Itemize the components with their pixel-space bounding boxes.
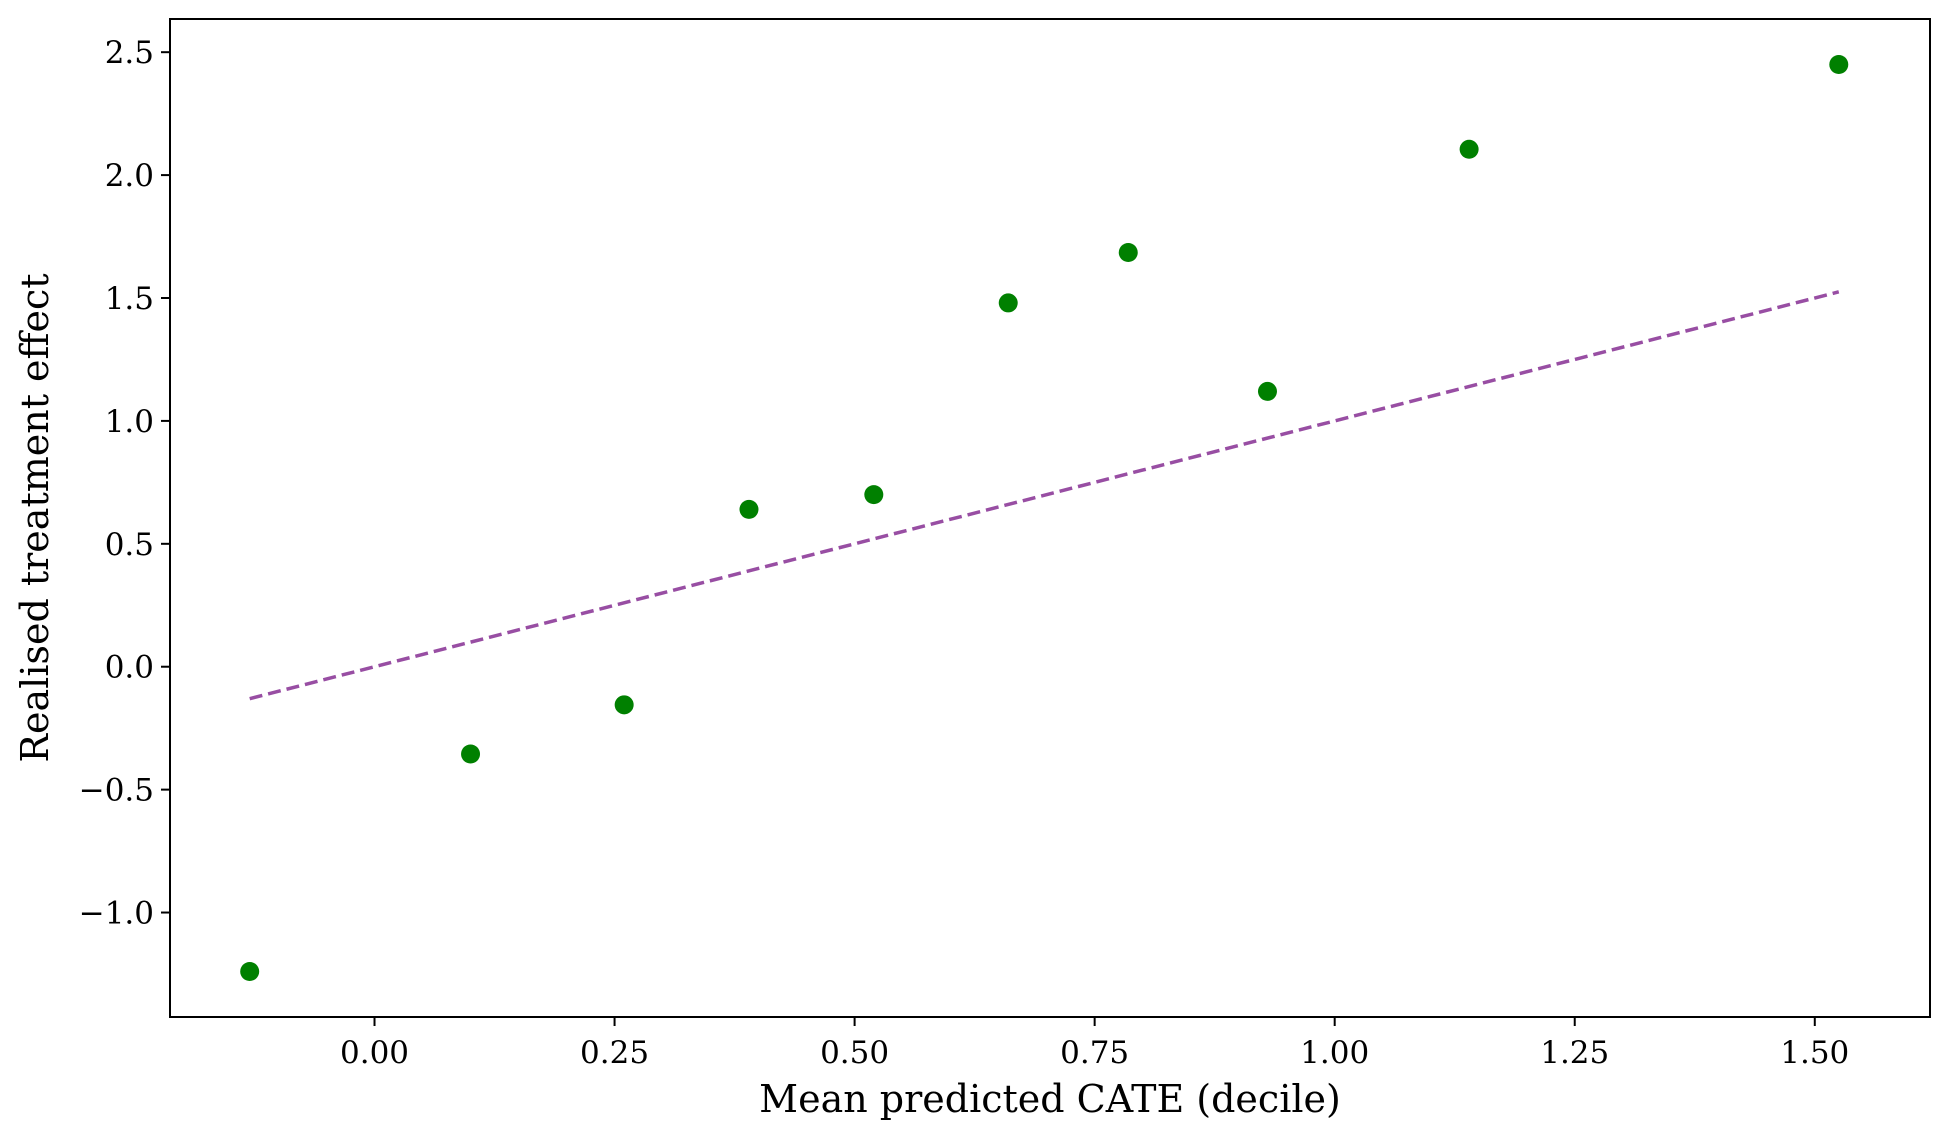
x-tick-label: 1.00 bbox=[1300, 1035, 1369, 1071]
x-tick-label: 0.00 bbox=[340, 1035, 409, 1071]
data-point bbox=[739, 499, 759, 519]
y-tick-label: 2.0 bbox=[105, 158, 154, 194]
data-point bbox=[1257, 381, 1277, 401]
y-axis-ticks: −1.0 −0.5 0.0 0.5 1.0 1.5 2.0 2.5 bbox=[79, 35, 170, 932]
plot-marks bbox=[240, 54, 1849, 982]
data-point bbox=[240, 962, 260, 982]
plot-frame bbox=[169, 18, 1931, 1018]
y-axis-label: Realised treatment effect bbox=[13, 273, 57, 762]
x-tick-label: 1.25 bbox=[1540, 1035, 1609, 1071]
y-tick-label: 0.0 bbox=[105, 650, 154, 686]
y-tick-label: −0.5 bbox=[79, 773, 154, 809]
x-tick-label: 0.25 bbox=[580, 1035, 649, 1071]
data-point bbox=[1829, 54, 1849, 74]
y-tick-label: 1.5 bbox=[105, 281, 154, 317]
x-tick-label: 0.75 bbox=[1060, 1035, 1129, 1071]
data-point bbox=[864, 485, 884, 505]
x-tick-label: 1.50 bbox=[1780, 1035, 1849, 1071]
y-tick-label: 1.0 bbox=[105, 404, 154, 440]
data-point bbox=[614, 695, 634, 715]
y-tick-label: 0.5 bbox=[105, 527, 154, 563]
data-point bbox=[998, 293, 1018, 313]
data-point bbox=[461, 744, 481, 764]
x-axis-ticks: 0.00 0.25 0.50 0.75 1.00 1.25 1.50 bbox=[340, 1017, 1849, 1071]
reference-line bbox=[249, 290, 1840, 701]
x-axis-label: Mean predicted CATE (decile) bbox=[759, 1077, 1341, 1121]
y-tick-label: −1.0 bbox=[79, 896, 154, 932]
y-tick-label: 2.5 bbox=[105, 35, 154, 71]
data-point bbox=[1459, 139, 1479, 159]
x-tick-label: 0.50 bbox=[820, 1035, 889, 1071]
data-point bbox=[1118, 243, 1138, 263]
